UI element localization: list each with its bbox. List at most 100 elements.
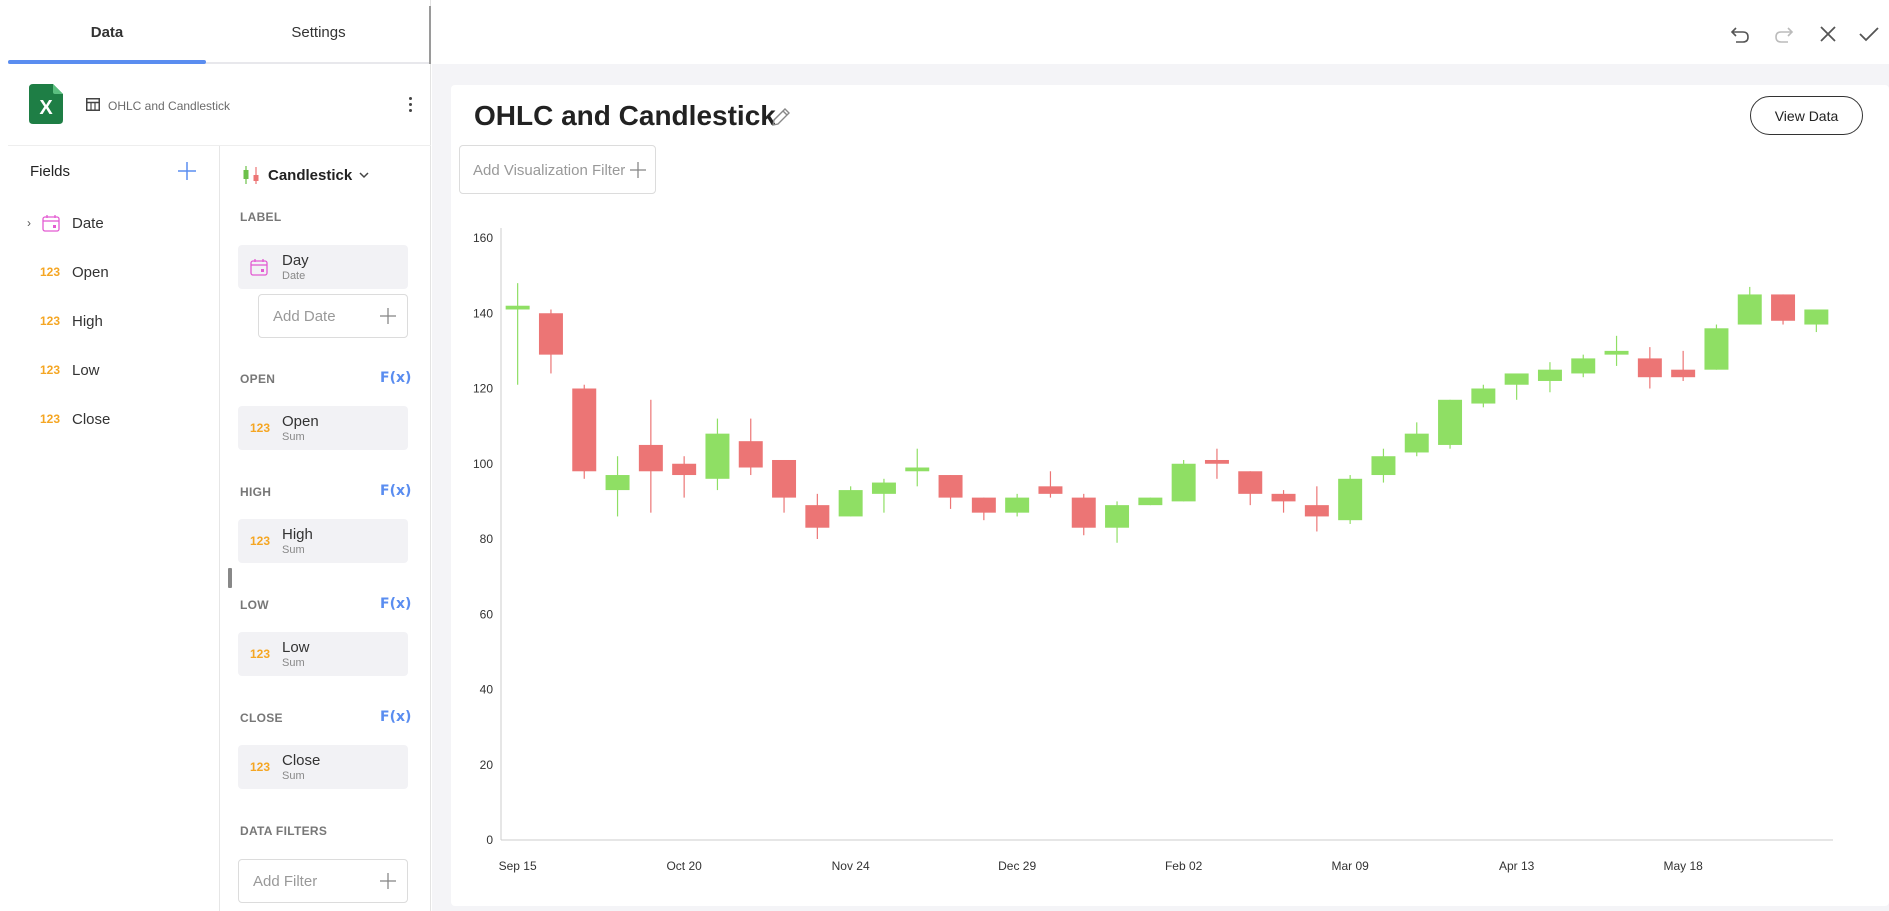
plus-icon <box>380 873 396 889</box>
x-tick-label: Mar 09 <box>1331 859 1369 873</box>
candle-body-up <box>1504 373 1529 385</box>
candle-body-up <box>1371 456 1396 476</box>
number-icon: 123 <box>40 314 61 328</box>
candle-body-down <box>938 475 963 498</box>
label-chip-day[interactable]: Day Date <box>238 245 408 289</box>
data-editor-panel: Data Settings X OHLC and Candlestick Fie… <box>8 0 431 911</box>
candle-body-down <box>572 388 597 472</box>
candlestick-chart: 0 20 40 60 80 100 120 140 160 Sep 15 Oct 20 Nov 24 D… <box>473 228 1833 873</box>
fx-close-button[interactable]: F(x) <box>380 709 412 725</box>
value-chip-high[interactable]: 123 High Sum <box>238 519 408 563</box>
number-icon: 123 <box>250 421 271 435</box>
undo-icon[interactable] <box>1728 22 1752 46</box>
x-tick-label: Nov 24 <box>832 859 870 873</box>
candle-body-down <box>805 505 830 528</box>
x-tick-label: Dec 29 <box>998 859 1036 873</box>
panel-tabs: Data Settings <box>8 0 431 64</box>
chip-label: Low <box>282 639 310 656</box>
candle-body-down <box>1304 505 1329 517</box>
y-tick-label: 80 <box>480 532 494 546</box>
candle-body-up <box>1571 358 1596 374</box>
visualization-title[interactable]: OHLC and Candlestick <box>474 100 776 131</box>
candle-body-up <box>1537 369 1562 381</box>
y-tick-label: 40 <box>480 683 494 697</box>
field-label: High <box>72 312 103 330</box>
candle-body-up <box>1604 350 1629 355</box>
add-filter-button[interactable]: Add Filter <box>238 859 408 903</box>
y-tick-label: 100 <box>473 457 493 471</box>
visualization-card: 0 20 40 60 80 100 120 140 160 Sep 15 Oct 20 Nov 24 D… <box>451 85 1889 906</box>
field-label: Close <box>72 410 111 428</box>
close-section-title: CLOSE <box>240 711 283 725</box>
svg-text:X: X <box>39 97 53 119</box>
field-open[interactable]: 123 Open <box>8 256 219 288</box>
field-high[interactable]: 123 High <box>8 305 219 337</box>
chip-label: Close <box>282 752 321 769</box>
chevron-down-icon <box>359 172 369 179</box>
visualization-config: Candlestick LABEL Day Date Add Date <box>220 146 431 911</box>
candle-body-up <box>1404 433 1429 453</box>
candle-body-up <box>1338 478 1363 521</box>
visualization-type-label: Candlestick <box>268 166 353 184</box>
calendar-icon <box>42 215 60 232</box>
number-icon: 123 <box>40 363 61 377</box>
number-icon: 123 <box>250 647 271 661</box>
chevron-right-icon[interactable]: › <box>27 216 31 230</box>
visualization-type-selector[interactable]: Candlestick <box>240 163 370 187</box>
tab-settings[interactable]: Settings <box>291 23 346 41</box>
check-icon[interactable] <box>1857 22 1881 46</box>
candle-body-up <box>1005 497 1030 513</box>
field-label: Low <box>72 361 100 379</box>
label-section-title: LABEL <box>240 210 282 224</box>
add-filter-label: Add Filter <box>253 873 318 890</box>
number-icon: 123 <box>40 265 61 279</box>
panel-divider <box>429 6 431 64</box>
redo-icon[interactable] <box>1772 22 1796 46</box>
candle-body-up <box>838 490 863 517</box>
candle-body-down <box>1238 471 1263 494</box>
value-chip-low[interactable]: 123 Low Sum <box>238 632 408 676</box>
plus-icon <box>380 308 396 324</box>
value-chip-open[interactable]: 123 Open Sum <box>238 406 408 450</box>
field-date[interactable]: › Date <box>8 207 219 239</box>
candle-body-up <box>1737 294 1762 325</box>
candle-body-down <box>1671 369 1696 378</box>
pencil-icon[interactable] <box>769 105 793 129</box>
x-tick-label: Oct 20 <box>666 859 702 873</box>
add-date-button[interactable]: Add Date <box>258 294 408 338</box>
candle-body-down <box>971 497 996 513</box>
more-options-icon[interactable] <box>400 92 420 116</box>
chip-sublabel: Sum <box>282 657 305 669</box>
add-visualization-filter-label: Add Visualization Filter <box>473 162 626 179</box>
y-tick-label: 120 <box>473 382 493 396</box>
tab-data[interactable]: Data <box>90 23 124 41</box>
add-field-icon[interactable] <box>176 160 198 182</box>
y-tick-label: 140 <box>473 306 493 320</box>
field-low[interactable]: 123 Low <box>8 354 219 386</box>
x-tick-label: Feb 02 <box>1165 859 1203 873</box>
fx-high-button[interactable]: F(x) <box>380 483 412 499</box>
candle-body-up <box>1171 463 1196 502</box>
table-icon <box>86 98 100 111</box>
candle-body-up <box>1438 399 1463 445</box>
active-tab-indicator <box>8 60 206 64</box>
fx-open-button[interactable]: F(x) <box>380 370 412 386</box>
field-close[interactable]: 123 Close <box>8 403 219 435</box>
chip-label: Day <box>282 252 309 269</box>
x-tick-label: Sep 15 <box>499 859 537 873</box>
view-data-button[interactable]: View Data <box>1750 96 1863 135</box>
y-tick-label: 60 <box>480 607 494 621</box>
candle-body-down <box>1204 459 1229 464</box>
candle-body-up <box>1704 328 1729 370</box>
y-tick-label: 160 <box>473 231 493 245</box>
add-date-label: Add Date <box>273 308 336 325</box>
fx-low-button[interactable]: F(x) <box>380 596 412 612</box>
candle-body-down <box>538 313 563 355</box>
add-visualization-filter-button[interactable]: Add Visualization Filter <box>459 145 656 194</box>
panel-resize-handle[interactable] <box>228 568 232 588</box>
value-chip-close[interactable]: 123 Close Sum <box>238 745 408 789</box>
plus-icon <box>630 162 646 178</box>
close-icon[interactable] <box>1816 22 1840 46</box>
candle-body-down <box>1038 486 1063 494</box>
candle-body-up <box>1105 505 1130 528</box>
